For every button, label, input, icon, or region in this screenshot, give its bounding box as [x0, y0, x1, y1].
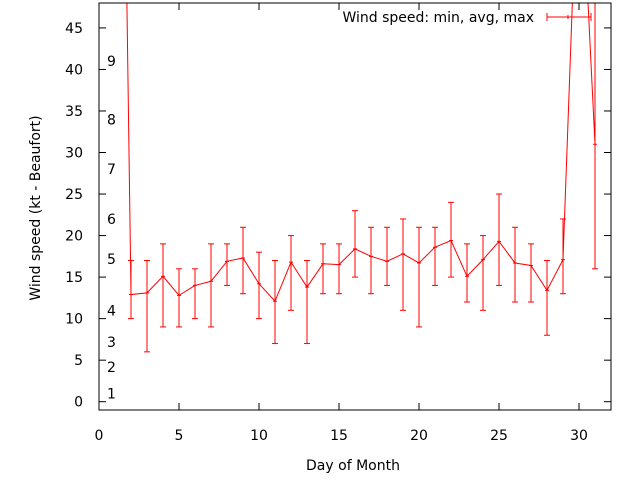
y-tick-label: 15 — [65, 270, 83, 286]
x-tick-label: 5 — [175, 428, 184, 444]
y-tick-label: 45 — [65, 21, 83, 37]
data-point — [209, 279, 213, 284]
beaufort-scale: 1 2 3 4 5 6 7 8 9 — [107, 54, 116, 402]
y-tick-label: 40 — [65, 62, 83, 78]
data-point — [417, 260, 421, 265]
beaufort-label-3: 3 — [107, 335, 116, 351]
x-axis-ticks: 0 5 10 15 20 25 30 — [95, 3, 588, 444]
data-point — [481, 257, 485, 262]
series-wind — [126, 3, 598, 353]
data-point — [561, 257, 565, 262]
y-tick-label: 35 — [65, 104, 83, 120]
x-axis-title: Day of Month — [306, 458, 400, 474]
beaufort-label-6: 6 — [107, 212, 116, 228]
data-point — [529, 263, 533, 268]
data-point — [513, 260, 517, 265]
beaufort-label-9: 9 — [107, 54, 116, 70]
legend-marker — [566, 15, 570, 19]
data-point — [401, 251, 405, 256]
beaufort-label-5: 5 — [107, 252, 116, 268]
data-point — [289, 260, 293, 265]
data-point — [449, 238, 453, 243]
data-point — [369, 254, 373, 259]
beaufort-label-1: 1 — [107, 386, 116, 402]
legend: Wind speed: min, avg, max — [342, 10, 592, 26]
data-point — [593, 142, 597, 147]
data-point — [353, 246, 357, 251]
x-tick-label: 10 — [250, 428, 268, 444]
legend-label: Wind speed: min, avg, max — [342, 10, 534, 26]
data-point — [321, 261, 325, 266]
data-point — [385, 259, 389, 264]
y-tick-label: 10 — [65, 312, 83, 328]
beaufort-label-8: 8 — [107, 112, 116, 128]
x-tick-label: 30 — [570, 428, 588, 444]
data-point — [497, 239, 501, 244]
data-point — [177, 293, 181, 298]
beaufort-label-4: 4 — [107, 303, 116, 319]
beaufort-label-2: 2 — [107, 360, 116, 376]
data-point — [465, 274, 469, 279]
data-point — [225, 259, 229, 264]
y-axis-title: Wind speed (kt - Beaufort) — [28, 115, 44, 300]
x-tick-label: 20 — [410, 428, 428, 444]
data-point — [257, 281, 261, 286]
x-tick-label: 15 — [330, 428, 348, 444]
y-tick-label: 5 — [74, 353, 83, 369]
data-point — [433, 245, 437, 250]
x-tick-label: 25 — [490, 428, 508, 444]
beaufort-label-7: 7 — [107, 162, 116, 178]
data-point — [305, 285, 309, 290]
data-point — [273, 299, 277, 304]
data-point — [193, 283, 197, 288]
y-tick-label: 0 — [74, 395, 83, 411]
plot-frame — [98, 2, 612, 411]
data-point — [161, 274, 165, 279]
data-point — [241, 255, 245, 260]
y-tick-label: 20 — [65, 229, 83, 245]
data-point — [545, 288, 549, 293]
x-tick-label: 0 — [95, 428, 104, 444]
y-tick-label: 25 — [65, 187, 83, 203]
data-point — [129, 292, 133, 297]
y-tick-label: 30 — [65, 146, 83, 162]
data-point — [337, 262, 341, 267]
data-point — [145, 290, 149, 295]
